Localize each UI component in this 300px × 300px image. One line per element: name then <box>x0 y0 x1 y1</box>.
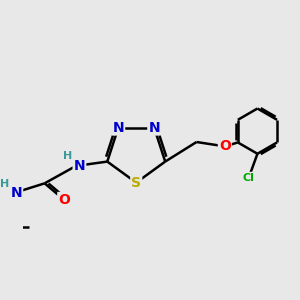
Text: O: O <box>219 140 231 153</box>
Text: Cl: Cl <box>243 173 255 183</box>
Text: S: S <box>131 176 141 190</box>
Text: N: N <box>74 159 85 173</box>
Text: N: N <box>11 186 22 200</box>
Text: N: N <box>112 121 124 134</box>
Text: H: H <box>0 179 9 189</box>
Text: H: H <box>63 152 72 161</box>
Text: O: O <box>58 193 70 207</box>
Text: N: N <box>148 121 160 134</box>
